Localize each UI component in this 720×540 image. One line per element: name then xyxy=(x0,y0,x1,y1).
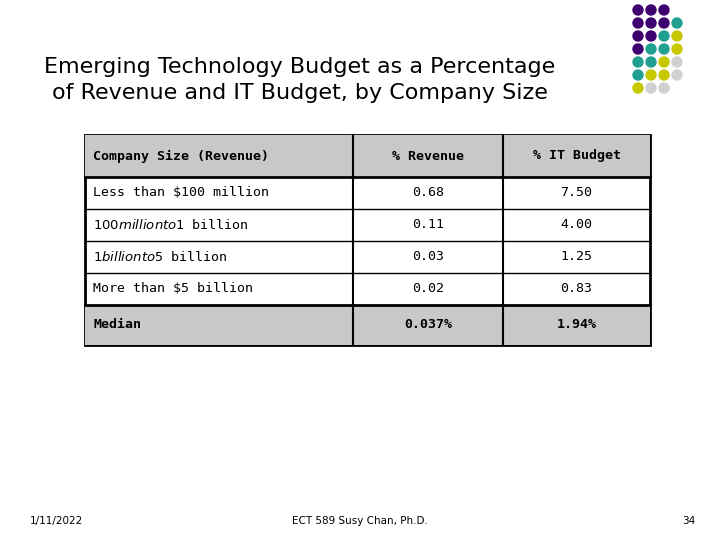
Circle shape xyxy=(633,5,643,15)
Bar xyxy=(85,135,650,177)
Text: 0.83: 0.83 xyxy=(561,282,593,295)
Text: Emerging Technology Budget as a Percentage
of Revenue and IT Budget, by Company : Emerging Technology Budget as a Percenta… xyxy=(45,57,556,103)
Text: % IT Budget: % IT Budget xyxy=(533,150,621,163)
Text: 4.00: 4.00 xyxy=(561,219,593,232)
Circle shape xyxy=(646,18,656,28)
Text: Less than $100 million: Less than $100 million xyxy=(93,186,269,199)
Circle shape xyxy=(672,18,682,28)
Circle shape xyxy=(672,70,682,80)
Bar xyxy=(85,305,650,345)
Bar xyxy=(85,135,650,345)
Circle shape xyxy=(646,57,656,67)
Text: 0.03: 0.03 xyxy=(413,251,444,264)
Text: $1 billion to $5 billion: $1 billion to $5 billion xyxy=(93,250,227,264)
Circle shape xyxy=(633,44,643,54)
Circle shape xyxy=(672,31,682,41)
Circle shape xyxy=(646,83,656,93)
Text: % Revenue: % Revenue xyxy=(392,150,464,163)
Circle shape xyxy=(633,83,643,93)
Text: 0.037%: 0.037% xyxy=(404,319,452,332)
Circle shape xyxy=(646,70,656,80)
Text: 0.68: 0.68 xyxy=(413,186,444,199)
Circle shape xyxy=(659,70,669,80)
Text: ECT 589 Susy Chan, Ph.D.: ECT 589 Susy Chan, Ph.D. xyxy=(292,516,428,526)
Circle shape xyxy=(633,57,643,67)
Circle shape xyxy=(646,5,656,15)
Circle shape xyxy=(633,18,643,28)
Text: 0.02: 0.02 xyxy=(413,282,444,295)
Text: $100 million to $1 billion: $100 million to $1 billion xyxy=(93,218,248,232)
Circle shape xyxy=(659,83,669,93)
Text: Median: Median xyxy=(93,319,141,332)
Text: 7.50: 7.50 xyxy=(561,186,593,199)
Circle shape xyxy=(672,57,682,67)
Circle shape xyxy=(659,31,669,41)
Text: 0.11: 0.11 xyxy=(413,219,444,232)
Circle shape xyxy=(659,44,669,54)
Text: Company Size (Revenue): Company Size (Revenue) xyxy=(93,150,269,163)
Circle shape xyxy=(659,5,669,15)
Circle shape xyxy=(659,57,669,67)
Text: More than $5 billion: More than $5 billion xyxy=(93,282,253,295)
Circle shape xyxy=(633,31,643,41)
Text: 1.25: 1.25 xyxy=(561,251,593,264)
Text: 1/11/2022: 1/11/2022 xyxy=(30,516,84,526)
Circle shape xyxy=(646,44,656,54)
Circle shape xyxy=(672,44,682,54)
Text: 1.94%: 1.94% xyxy=(557,319,597,332)
Circle shape xyxy=(646,31,656,41)
Circle shape xyxy=(633,70,643,80)
Circle shape xyxy=(659,18,669,28)
Text: 34: 34 xyxy=(682,516,695,526)
